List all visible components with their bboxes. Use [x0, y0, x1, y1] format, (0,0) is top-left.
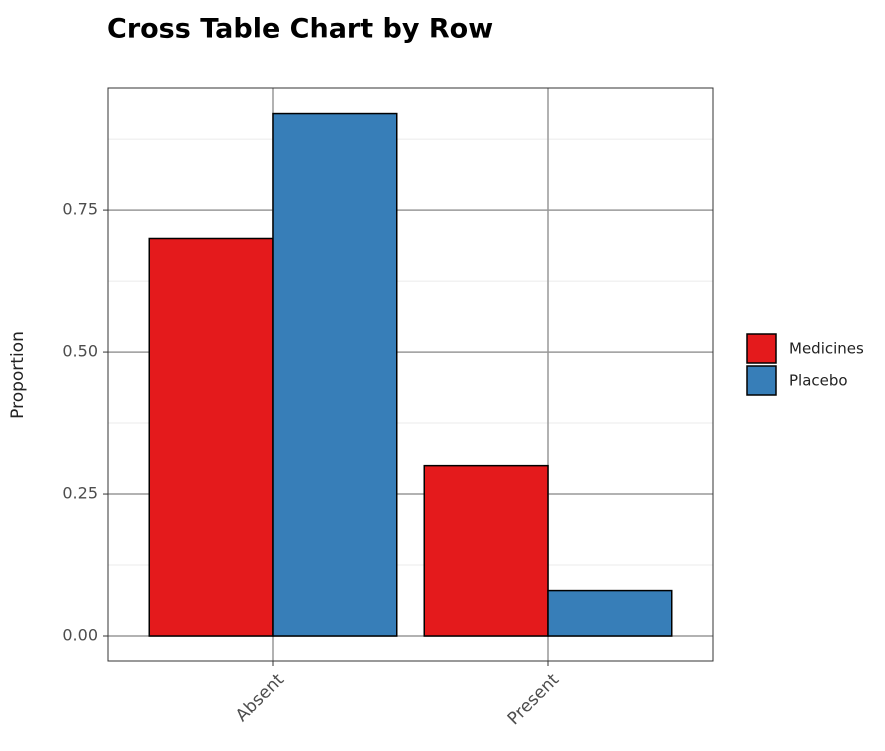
- plot-border: [107, 87, 714, 662]
- legend-swatch: [746, 333, 777, 364]
- y-tick-label: 0.75: [62, 200, 98, 219]
- y-tick-label: 0.25: [62, 484, 98, 503]
- chart-title: Cross Table Chart by Row: [107, 14, 493, 45]
- bar: [547, 589, 673, 637]
- bar: [148, 237, 274, 637]
- legend-label: Placebo: [789, 372, 848, 390]
- y-axis-label: Proportion: [8, 331, 28, 419]
- legend-swatch: [746, 365, 777, 396]
- legend-label: Medicines: [789, 340, 864, 358]
- y-tick-label: 0.50: [62, 342, 98, 361]
- y-tick-label: 0.00: [62, 626, 98, 645]
- bar: [423, 464, 549, 637]
- bar: [272, 112, 398, 637]
